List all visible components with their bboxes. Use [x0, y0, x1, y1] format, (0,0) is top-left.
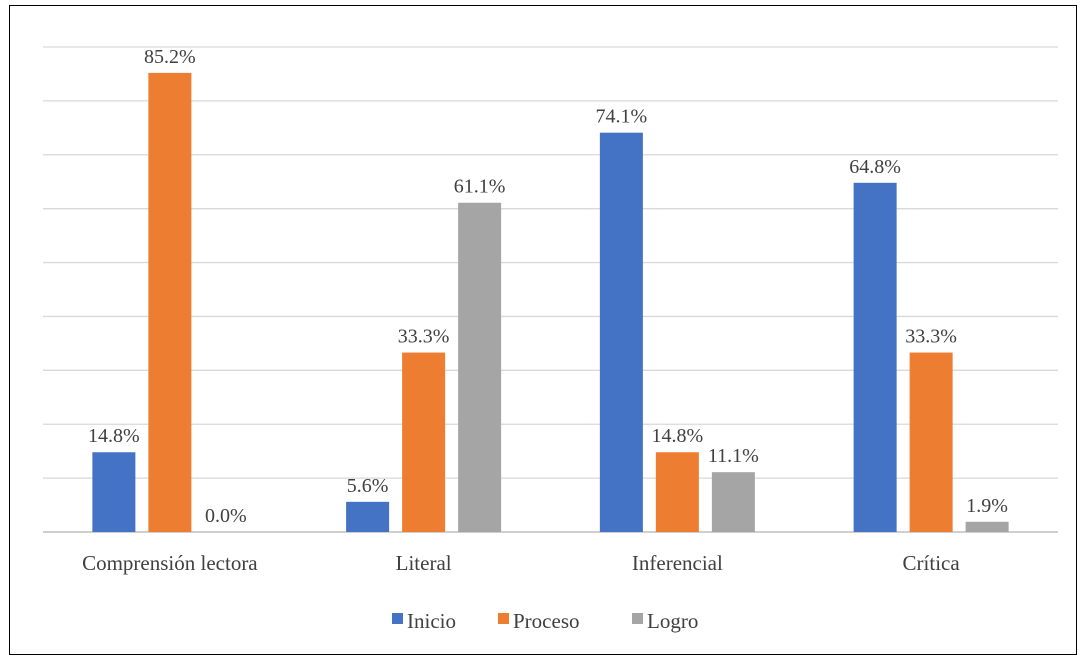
- category-label: Comprensión lectora: [82, 551, 258, 575]
- legend-label: Proceso: [513, 609, 580, 633]
- data-label: 85.2%: [144, 46, 196, 68]
- data-label: 14.8%: [652, 425, 704, 447]
- bar-logro: [965, 521, 1009, 532]
- data-label: 0.0%: [205, 505, 247, 527]
- data-label: 14.8%: [88, 425, 140, 447]
- bar-inicio: [599, 132, 643, 532]
- legend-swatch-proceso: [498, 613, 509, 624]
- bar-proceso: [148, 72, 192, 532]
- legend-swatch-logro: [632, 613, 643, 624]
- legend: Inicio Proceso Logro: [392, 609, 698, 633]
- bar-inicio: [853, 182, 897, 533]
- bars: [92, 72, 1009, 533]
- bar-proceso: [909, 352, 953, 532]
- data-label: 33.3%: [905, 326, 957, 348]
- data-label: 11.1%: [708, 445, 759, 467]
- legend-label: Logro: [647, 609, 698, 633]
- bar-logro: [711, 472, 755, 532]
- bar-proceso: [655, 452, 699, 532]
- category-label: Literal: [396, 551, 452, 575]
- data-label: 5.6%: [347, 475, 389, 497]
- legend-swatch-inicio: [392, 613, 403, 624]
- data-label: 1.9%: [966, 495, 1008, 517]
- bar-inicio: [346, 501, 390, 532]
- bar-proceso: [402, 352, 446, 532]
- data-labels: 14.8%85.2%0.0%5.6%33.3%61.1%74.1%14.8%11…: [88, 46, 1008, 527]
- category-axis-labels: Comprensión lectora Literal Inferencial Crí…: [82, 551, 960, 575]
- data-label: 74.1%: [596, 106, 648, 128]
- gridlines: [43, 46, 1058, 533]
- legend-label: Inicio: [407, 609, 456, 633]
- bar-inicio: [92, 452, 136, 532]
- data-label: 33.3%: [398, 326, 450, 348]
- bar-logro: [458, 202, 502, 532]
- category-label: Inferencial: [632, 551, 723, 575]
- data-label: 64.8%: [849, 156, 901, 178]
- category-label: Crítica: [903, 551, 961, 575]
- data-label: 61.1%: [454, 176, 506, 198]
